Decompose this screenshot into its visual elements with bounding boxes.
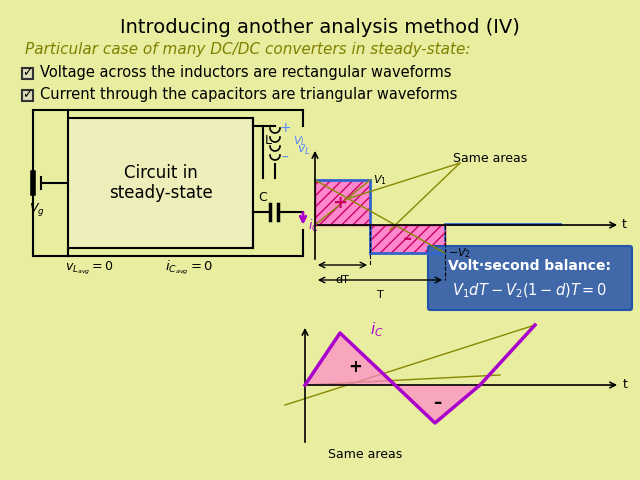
Text: $V_g$: $V_g$ <box>29 201 45 218</box>
Text: $i_{C_{avg}} = 0$: $i_{C_{avg}} = 0$ <box>165 259 214 277</box>
Text: Voltage across the inductors are rectangular waveforms: Voltage across the inductors are rectang… <box>40 65 451 81</box>
Text: $v_{L_{avg}} = 0$: $v_{L_{avg}} = 0$ <box>65 260 114 276</box>
Text: +: + <box>279 121 291 135</box>
Polygon shape <box>395 385 480 423</box>
FancyBboxPatch shape <box>428 246 632 310</box>
Bar <box>22 89 33 100</box>
Text: T: T <box>376 290 383 300</box>
Text: Same areas: Same areas <box>328 448 402 461</box>
Text: ✓: ✓ <box>22 88 33 101</box>
Bar <box>22 68 33 79</box>
Text: +: + <box>348 358 362 376</box>
Text: $i_C$: $i_C$ <box>370 321 383 339</box>
Text: $V_1dT - V_2(1-d)T = 0$: $V_1dT - V_2(1-d)T = 0$ <box>452 282 607 300</box>
Text: $V_L$: $V_L$ <box>293 134 307 148</box>
Text: –: – <box>433 394 442 412</box>
Text: Particular case of many DC/DC converters in steady-state:: Particular case of many DC/DC converters… <box>25 42 470 57</box>
Polygon shape <box>305 333 395 385</box>
Text: $-V_2$: $-V_2$ <box>448 246 471 260</box>
Text: L: L <box>265 134 272 147</box>
Bar <box>315 180 370 225</box>
Text: Circuit in
steady-state: Circuit in steady-state <box>109 164 212 203</box>
Bar <box>370 225 445 253</box>
Text: dT: dT <box>335 275 349 285</box>
Text: t: t <box>623 379 628 392</box>
Text: ✓: ✓ <box>22 67 33 80</box>
Text: –: – <box>403 230 412 248</box>
Text: Current through the capacitors are triangular waveforms: Current through the capacitors are trian… <box>40 87 458 103</box>
Text: +: + <box>332 194 347 212</box>
Text: $v_L$: $v_L$ <box>297 144 311 156</box>
Text: $V_1$: $V_1$ <box>373 173 387 187</box>
Bar <box>68 118 253 248</box>
Text: –: – <box>282 151 289 165</box>
Text: $i_C$: $i_C$ <box>308 217 319 234</box>
Text: t: t <box>622 218 627 231</box>
Text: Introducing another analysis method (IV): Introducing another analysis method (IV) <box>120 18 520 37</box>
Text: C: C <box>258 191 267 204</box>
Text: Same areas: Same areas <box>453 152 527 165</box>
Text: Volt·second balance:: Volt·second balance: <box>449 259 611 273</box>
